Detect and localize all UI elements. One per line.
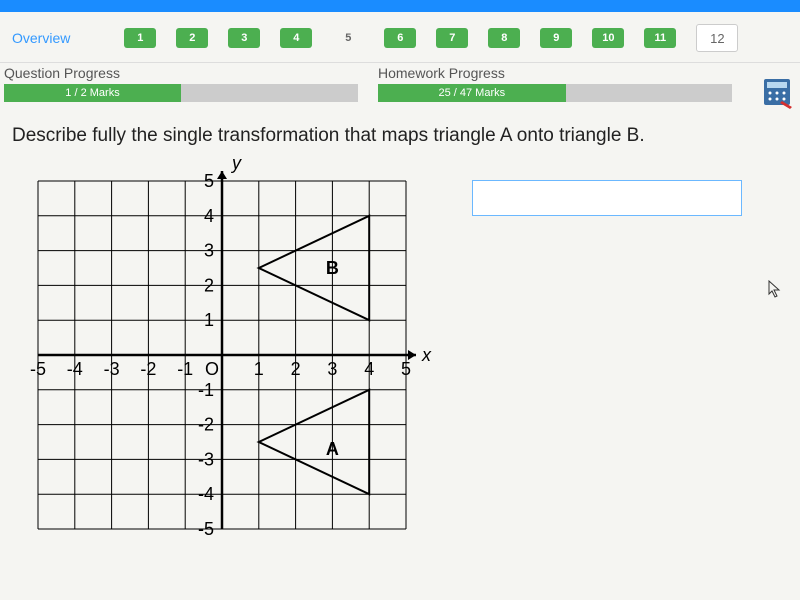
question-tile-8[interactable]: 8	[488, 28, 520, 48]
svg-text:4: 4	[364, 359, 374, 379]
homework-progress-fill: 25 / 47 Marks	[378, 84, 566, 102]
svg-text:-1: -1	[198, 380, 214, 400]
svg-text:-3: -3	[104, 359, 120, 379]
homework-progress-text: 25 / 47 Marks	[438, 87, 505, 99]
svg-text:-5: -5	[30, 359, 46, 379]
question-tile-7[interactable]: 7	[436, 28, 468, 48]
question-tile-3[interactable]: 3	[228, 28, 260, 48]
answer-input[interactable]	[472, 180, 742, 216]
svg-text:1: 1	[204, 310, 214, 330]
question-tile-9[interactable]: 9	[540, 28, 572, 48]
svg-text:-5: -5	[198, 519, 214, 539]
question-tile-6[interactable]: 6	[384, 28, 416, 48]
svg-text:5: 5	[204, 171, 214, 191]
svg-text:3: 3	[204, 241, 214, 261]
question-tile-1[interactable]: 1	[124, 28, 156, 48]
svg-text:1: 1	[254, 359, 264, 379]
question-progress-text: 1 / 2 Marks	[65, 87, 119, 99]
svg-text:B: B	[326, 258, 339, 278]
cursor-icon	[768, 280, 782, 303]
question-progress-label: Question Progress	[4, 65, 358, 81]
question-tile-12[interactable]: 12	[696, 24, 738, 52]
svg-text:5: 5	[401, 359, 411, 379]
svg-text:-4: -4	[67, 359, 83, 379]
calculator-icon[interactable]	[762, 79, 796, 109]
question-tile-5[interactable]: 5	[332, 28, 364, 48]
coordinate-graph: -5 -4 -3 -2 -1 1 2 3 4 5 -5 -4 -3 -2 -1 1 2 3 4 5 Ox y B A	[12, 155, 432, 555]
svg-text:4: 4	[204, 206, 214, 226]
question-progress-bar: 1 / 2 Marks	[4, 84, 358, 102]
progress-row: Question Progress 1 / 2 Marks Homework P…	[0, 62, 800, 115]
graph-container: -5 -4 -3 -2 -1 1 2 3 4 5 -5 -4 -3 -2 -1 1 2 3 4 5 Ox y B A	[12, 155, 432, 555]
homework-progress-label: Homework Progress	[378, 65, 732, 81]
content-area: -5 -4 -3 -2 -1 1 2 3 4 5 -5 -4 -3 -2 -1 1 2 3 4 5 Ox y B A	[0, 155, 800, 555]
question-text: Describe fully the single transformation…	[0, 115, 800, 155]
question-progress: Question Progress 1 / 2 Marks	[4, 65, 358, 102]
svg-text:-2: -2	[140, 359, 156, 379]
svg-text:-1: -1	[177, 359, 193, 379]
question-tile-4[interactable]: 4	[280, 28, 312, 48]
question-progress-fill: 1 / 2 Marks	[4, 84, 181, 102]
homework-progress-bar: 25 / 47 Marks	[378, 84, 732, 102]
svg-text:y: y	[230, 155, 242, 173]
svg-text:-2: -2	[198, 415, 214, 435]
homework-progress: Homework Progress 25 / 47 Marks	[378, 65, 732, 102]
svg-text:O: O	[205, 359, 219, 379]
svg-text:x: x	[421, 345, 432, 365]
question-tile-10[interactable]: 10	[592, 28, 624, 48]
question-tile-2[interactable]: 2	[176, 28, 208, 48]
svg-text:A: A	[326, 439, 339, 459]
question-nav: Overview 123456789101112	[0, 12, 800, 62]
top-bar	[0, 0, 800, 12]
svg-text:3: 3	[327, 359, 337, 379]
svg-text:-4: -4	[198, 484, 214, 504]
overview-link[interactable]: Overview	[4, 26, 78, 50]
svg-text:2: 2	[204, 275, 214, 295]
svg-text:-3: -3	[198, 449, 214, 469]
question-tile-11[interactable]: 11	[644, 28, 676, 48]
svg-text:2: 2	[291, 359, 301, 379]
